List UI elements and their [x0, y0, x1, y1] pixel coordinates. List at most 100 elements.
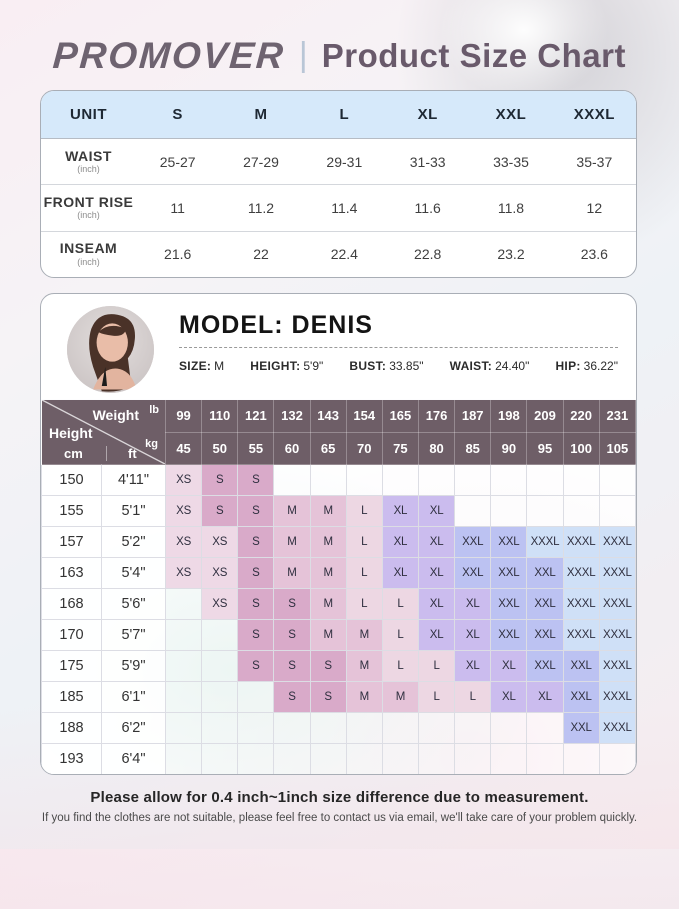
size-cell-empty [164, 619, 203, 651]
height-ft-cell: 5'4" [101, 557, 166, 589]
measurement-value: 33-35 [493, 153, 529, 170]
unit-row-label: FRONT RISE (inch) [41, 193, 136, 221]
size-cell-empty [526, 743, 564, 774]
height-cm-cell: 188 [41, 712, 102, 744]
size-cell: XL [381, 526, 419, 558]
size-cell: XL [490, 650, 528, 682]
measurement-name: FRONT RISE [43, 193, 134, 210]
model-stat-value: 33.85" [389, 359, 424, 373]
model-name: MODEL: DENIS [179, 311, 373, 339]
measurement-value: 22.4 [330, 246, 358, 263]
size-cell: S [273, 588, 311, 620]
size-cell: S [237, 526, 275, 558]
size-cell-empty [345, 743, 383, 774]
size-cell: XXXL [562, 557, 600, 589]
size-matrix-head: Weight lb Height kg cm ft 99 110 121 132 143… [41, 399, 636, 465]
brand-logo: PROMOVER [51, 35, 287, 76]
size-cell: XXXL [562, 588, 600, 620]
height-ft-cell: 5'6" [101, 588, 166, 620]
size-cell-empty [562, 464, 600, 496]
size-cell: XS [164, 495, 203, 527]
size-cell: S [237, 495, 275, 527]
size-matrix-row: 175 5'9" S S S M L L XL XL XXL XXL XXXL [41, 650, 636, 682]
height-ft-cell: 5'7" [101, 619, 166, 651]
size-cell-empty [417, 743, 456, 774]
size-matrix-row: 193 6'4" [41, 743, 636, 774]
size-cell-empty [164, 588, 203, 620]
size-cell: S [237, 557, 275, 589]
measurement-value: 22 [253, 246, 269, 263]
size-matrix-body: 150 4'11" XS S S 155 5'1" XS S S M M L XL XL 157 5'2" XS X… [41, 464, 636, 774]
size-cell: XXL [490, 619, 528, 651]
footer-note-primary: Please allow for 0.4 inch~1inch size dif… [90, 789, 589, 806]
size-cell: S [273, 650, 311, 682]
size-cell: M [309, 619, 347, 651]
size-cell-empty [454, 464, 492, 496]
size-cell: S [237, 464, 275, 496]
model-stat-label: HEIGHT: [250, 359, 301, 373]
measurement-name: WAIST [65, 147, 112, 164]
size-cell-empty [164, 743, 203, 774]
weight-kg-header: 45 [164, 431, 203, 465]
size-cell: S [309, 650, 347, 682]
unit-column-header: L [339, 106, 350, 123]
size-cell: S [201, 495, 239, 527]
model-stat-value: M [214, 359, 225, 373]
size-cell-empty [164, 712, 203, 744]
unit-row-label: INSEAM (inch) [41, 240, 136, 267]
model-size-matrix-card: MODEL: DENIS SIZE: M HEIGHT: 5'9" BUST: 33.85… [40, 293, 637, 775]
size-cell: XXL [562, 681, 600, 713]
weight-lb-header: 176 [417, 399, 456, 433]
size-matrix-row: 168 5'6" XS S S M L L XL XL XXL XXL XXXL XXXL [41, 588, 636, 620]
weight-lb-header: 187 [454, 399, 492, 433]
unit-column-header: XL [417, 106, 438, 123]
measurement-value: 25-27 [159, 153, 196, 170]
size-cell-empty [381, 464, 419, 496]
model-stat-label: BUST: [349, 359, 387, 373]
size-cell-empty [201, 650, 239, 682]
diagonal-divider-line [42, 400, 165, 464]
size-cell: S [237, 619, 275, 651]
measurement-value: 31-33 [409, 153, 446, 170]
size-cell: XS [201, 557, 239, 589]
size-cell: XXL [562, 650, 600, 682]
model-stat: BUST: 33.85" [349, 359, 423, 373]
size-cell: S [237, 650, 275, 682]
size-cell: XL [526, 681, 564, 713]
weight-kg-header: 70 [345, 431, 383, 465]
measurement-value: 11.4 [331, 199, 358, 216]
footer-note-secondary: If you find the clothes are not suitable… [41, 812, 638, 824]
size-cell-empty [237, 743, 275, 774]
height-ft-cell: 5'9" [101, 650, 166, 682]
model-stat-value: 36.22" [583, 359, 618, 373]
size-cell: L [345, 526, 383, 558]
size-cell: XL [417, 619, 456, 651]
height-cm-cell: 155 [41, 495, 102, 527]
size-cell: XS [201, 588, 239, 620]
size-cell-empty [562, 495, 600, 527]
weight-kg-header: 90 [490, 431, 528, 465]
size-matrix-row: 170 5'7" S S M M L XL XL XXL XXL XXXL XXXL [41, 619, 636, 651]
weight-kg-header: 85 [454, 431, 492, 465]
height-cm-cell: 163 [41, 557, 102, 589]
size-matrix-row: 188 6'2" XXL XXXL [41, 712, 636, 744]
size-cell: XXL [526, 588, 564, 620]
model-stats-row: SIZE: M HEIGHT: 5'9" BUST: 33.85" WAIST: 24.40"… [179, 359, 618, 373]
size-cell: XS [164, 526, 203, 558]
unit-column-header: UNIT [70, 106, 107, 123]
size-cell: XXL [454, 557, 492, 589]
size-cell-empty [454, 495, 492, 527]
model-stat: WAIST: 24.40" [450, 359, 530, 373]
size-cell: XL [381, 495, 419, 527]
model-portrait-placeholder [67, 306, 154, 393]
page-header: PROMOVER | Product Size Chart [0, 30, 679, 82]
kg-unit-label: kg [145, 438, 158, 450]
measurement-unit: (inch) [77, 256, 100, 267]
size-cell-empty [454, 712, 492, 744]
measurement-unit: (inch) [77, 210, 100, 221]
measurement-value: 23.2 [497, 246, 525, 263]
size-cell-empty [273, 464, 311, 496]
size-cell: XXXL [598, 681, 636, 713]
size-cell: XXL [526, 619, 564, 651]
size-matrix-wrap: Weight lb Height kg cm ft 99 110 121 132 143… [41, 399, 636, 774]
